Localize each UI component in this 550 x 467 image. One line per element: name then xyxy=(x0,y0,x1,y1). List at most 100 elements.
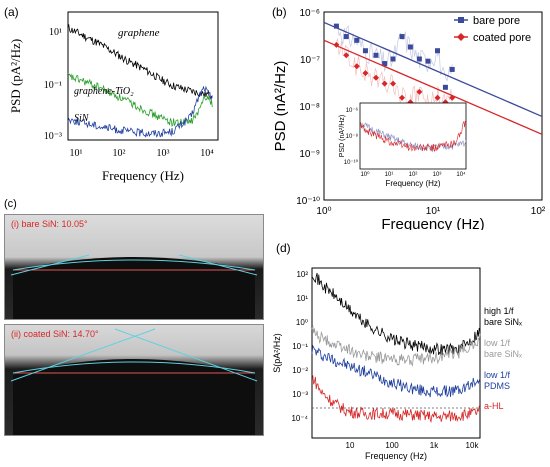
series-d-low-1-f-pdms xyxy=(311,344,481,398)
legend-b: bare pore coated pore xyxy=(454,15,531,44)
point-b-coated-pore-2 xyxy=(353,63,360,70)
y-tick-b-4: 10⁻¹⁰ xyxy=(296,196,320,207)
series-group-d xyxy=(311,272,481,424)
inset-x-tick-1: 10¹ xyxy=(385,172,394,178)
curve-label-graphene: graphene xyxy=(118,27,160,39)
x-tick-b-0: 10⁰ xyxy=(316,206,331,217)
inset-x-axis-label: Frequency (Hz) xyxy=(385,179,440,188)
y-tick-a-0: 10¹ xyxy=(49,27,62,38)
curve-label-high-bare-2: bare SiNₓ xyxy=(484,317,522,327)
inset-series-b-bare-pore xyxy=(359,122,467,153)
curve-label-pdms-1: low 1/f xyxy=(484,370,511,380)
x-axis-label-a: Frequency (Hz) xyxy=(102,168,184,183)
point-b-coated-pore-7 xyxy=(399,94,406,101)
inset-x-tick-3: 10³ xyxy=(433,172,442,178)
y-tick-b-1: 10⁻⁷ xyxy=(300,55,320,66)
point-b-coated-pore-0 xyxy=(333,41,340,48)
inset-y-tick-2: 10⁻¹⁰ xyxy=(344,159,359,166)
point-b-bare-pore-5 xyxy=(382,61,388,67)
point-b-coated-pore-9 xyxy=(416,88,423,95)
x-tick-b-2: 10² xyxy=(531,206,546,217)
panel-tag-c: (c) xyxy=(4,198,17,210)
point-b-coated-pore-3 xyxy=(362,70,369,77)
point-b-bare-pore-6 xyxy=(390,56,396,62)
x-axis-label-d: Frequency (Hz) xyxy=(365,451,427,461)
chart-a: (a) graphene graphene-TiO₂ SiN 10¹ 10⁻¹ … xyxy=(4,5,219,183)
curve-label-low-bare-1: low 1/f xyxy=(484,338,511,348)
panel-tag-d: (d) xyxy=(276,241,291,255)
series-d-high-1-f-bare-sin xyxy=(311,272,481,357)
plot-frame-b xyxy=(323,11,543,201)
droplet-overlay-coated xyxy=(10,328,258,435)
panel-b: (b) bare pore coated pore 10⁻⁶ 10⁻⁸ 10⁻¹… xyxy=(268,0,550,233)
point-b-bare-pore-11 xyxy=(435,48,441,54)
curve-label-pdms-2: PDMS xyxy=(484,381,510,391)
point-b-bare-pore-1 xyxy=(343,34,349,40)
legend-label-bare-pore: bare pore xyxy=(473,15,520,27)
x-tick-a-0: 10¹ xyxy=(70,148,83,159)
fit-arc-bare xyxy=(12,259,256,271)
point-b-bare-pore-12 xyxy=(442,84,448,90)
inset-x-tick-2: 10² xyxy=(409,172,418,178)
x-tick-d-3: 10k xyxy=(466,441,480,450)
photo-label-bare: (i) bare SiN: 10.05° xyxy=(11,219,88,229)
y-tick-d-4: 10⁻² xyxy=(292,366,308,375)
contact-angle-photo-bare: (i) bare SiN: 10.05° xyxy=(4,214,264,320)
y-tick-d-5: 10⁻³ xyxy=(292,390,308,399)
curve-label-sin: SiN xyxy=(74,113,90,124)
y-tick-a-1: 10⁻¹ xyxy=(44,80,62,91)
legend-label-coated-pore: coated pore xyxy=(473,32,531,44)
series-a-graphene-tio xyxy=(67,72,213,127)
x-tick-d-2: 1k xyxy=(430,441,439,450)
plot-frame-a xyxy=(67,11,219,141)
point-b-bare-pore-9 xyxy=(416,56,422,62)
inset-y-tick-1: 10⁻⁸ xyxy=(346,133,359,140)
curve-label-low-bare-2: bare SiNₓ xyxy=(484,349,522,359)
inset-y-tick-0: 10⁻⁶ xyxy=(346,107,359,114)
series-d-a-hl xyxy=(311,374,481,424)
x-tick-b-1: 10¹ xyxy=(426,206,441,217)
curve-label-graphene-tio2: graphene-TiO₂ xyxy=(74,86,134,97)
x-tick-a-3: 10⁴ xyxy=(200,148,214,159)
y-tick-d-2: 10⁰ xyxy=(296,318,308,327)
point-b-bare-pore-10 xyxy=(425,58,431,64)
x-tick-d-1: 100 xyxy=(385,441,399,450)
inset-series-b xyxy=(359,120,467,153)
series-d-low-1-f-bare-sin xyxy=(311,325,481,367)
y-tick-b-2: 10⁻⁸ xyxy=(299,102,320,113)
point-b-bare-pore-7 xyxy=(399,34,405,40)
point-b-coated-pore-6 xyxy=(390,80,397,87)
tangent-left-coated xyxy=(10,328,156,382)
series-group-b xyxy=(323,21,543,135)
x-tick-a-2: 10³ xyxy=(157,148,170,159)
droplet-overlay-bare xyxy=(10,254,258,319)
inset-x-tick-0: 10⁰ xyxy=(360,171,370,178)
point-b-coated-pore-11 xyxy=(434,94,441,101)
inset-y-axis-label: PSD (nA²/Hz) xyxy=(339,115,346,157)
series-group-a xyxy=(67,23,213,138)
inset-series-b-coated-pore xyxy=(359,120,467,152)
chart-d: (d) 10² 10¹ 10⁰ 10⁻¹ 10⁻² 10⁻³ 10⁻⁴ 10 1… xyxy=(272,241,522,461)
curve-label-high-bare-1: high 1/f xyxy=(484,306,514,316)
point-b-bare-pore-3 xyxy=(362,48,368,54)
point-b-coated-pore-4 xyxy=(373,74,380,81)
point-b-bare-pore-0 xyxy=(333,23,339,29)
series-a-sin xyxy=(67,85,213,138)
fit-line-b-bare-pore xyxy=(323,21,543,118)
contact-angle-photo-coated: (ii) coated SiN: 14.70° xyxy=(4,324,264,436)
fit-line-b-coated-pore xyxy=(323,39,543,135)
point-b-coated-pore-13 xyxy=(449,94,456,101)
y-tick-a-2: 10⁻³ xyxy=(44,131,62,142)
legend-marker-coated-pore xyxy=(457,33,465,41)
y-tick-d-6: 10⁻⁴ xyxy=(291,414,308,423)
inset-x-tick-4: 10⁴ xyxy=(456,171,466,178)
point-b-bare-pore-13 xyxy=(449,66,455,72)
point-b-bare-pore-2 xyxy=(354,37,360,43)
point-b-bare-pore-8 xyxy=(407,44,413,50)
panel-d: (d) 10² 10¹ 10⁰ 10⁻¹ 10⁻² 10⁻³ 10⁻⁴ 10 1… xyxy=(268,236,550,462)
y-tick-d-0: 10² xyxy=(296,270,308,279)
droplet-shape-bare xyxy=(13,257,255,319)
x-axis-label-b: Frequency (Hz) xyxy=(381,216,484,230)
photo-label-coated: (ii) coated SiN: 14.70° xyxy=(11,329,99,339)
legend-marker-bare-pore xyxy=(458,17,464,23)
